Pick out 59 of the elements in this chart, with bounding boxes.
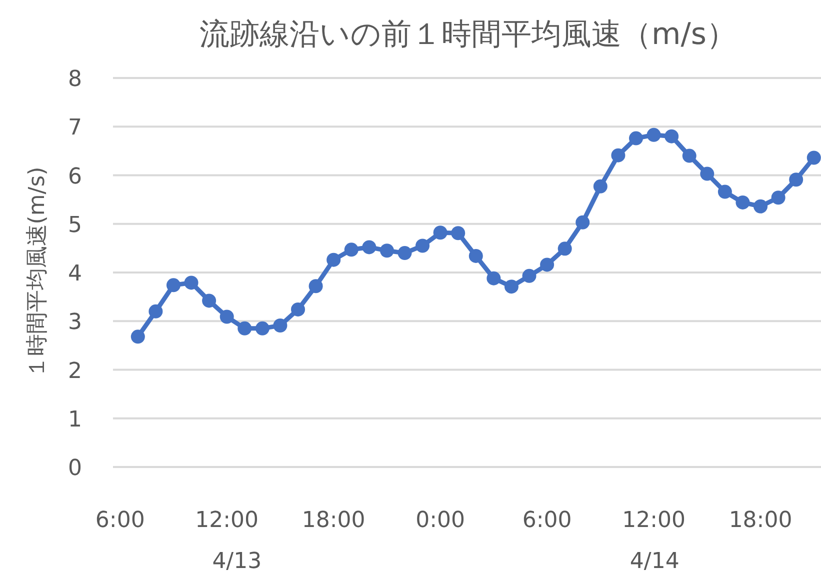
- x-tick-label: 18:00: [728, 508, 792, 533]
- point: [718, 184, 732, 199]
- point: [398, 246, 412, 260]
- point: [416, 238, 430, 253]
- point: [291, 302, 306, 316]
- point: [611, 148, 626, 162]
- point: [540, 258, 554, 272]
- y-axis-title: １時間平均風速(m/s): [25, 166, 50, 378]
- y-tick-label: 5: [68, 212, 82, 238]
- point: [754, 199, 768, 214]
- point: [522, 268, 536, 283]
- x-tick-label: 6:00: [95, 508, 145, 533]
- point: [682, 148, 696, 163]
- point: [380, 244, 394, 258]
- y-tick-label: 6: [68, 164, 82, 190]
- point: [646, 128, 661, 142]
- y-tick-label: 3: [68, 310, 82, 336]
- x-tick-label: 0:00: [416, 508, 466, 533]
- point: [130, 330, 145, 344]
- point: [468, 248, 483, 263]
- y-tick-label: 0: [68, 456, 82, 481]
- point: [433, 226, 448, 240]
- point: [593, 179, 608, 194]
- point: [558, 242, 572, 256]
- point: [451, 226, 466, 240]
- point: [504, 280, 518, 294]
- point: [344, 242, 358, 257]
- point: [771, 190, 786, 205]
- text: 4/14: [630, 549, 680, 574]
- x-tick-label: 18:00: [302, 508, 366, 533]
- y-tick-label: 2: [68, 358, 82, 384]
- x-tick-label: 12:00: [195, 508, 259, 533]
- point: [362, 240, 376, 254]
- x-tick-label: 6:00: [522, 508, 572, 533]
- y-tick-label: 4: [68, 262, 82, 286]
- y-tick-label: 1: [68, 407, 82, 432]
- point: [220, 310, 234, 324]
- text: 4/13: [212, 549, 262, 574]
- point: [255, 321, 270, 336]
- point: [700, 166, 714, 181]
- point: [166, 278, 180, 292]
- point: [148, 304, 163, 318]
- chart-title: 流跡線沿いの前１時間平均風速（m/s）: [200, 17, 736, 52]
- point: [184, 276, 198, 290]
- point: [486, 271, 501, 286]
- y-tick-label: 8: [68, 67, 82, 92]
- point: [736, 195, 750, 210]
- point: [273, 318, 288, 332]
- point: [576, 215, 590, 230]
- point: [202, 294, 216, 308]
- y-tick-label: 7: [68, 116, 82, 141]
- point: [238, 321, 252, 336]
- point: [326, 252, 341, 267]
- point: [308, 279, 323, 294]
- point: [789, 172, 804, 187]
- point: [664, 129, 679, 144]
- point: [806, 150, 821, 165]
- point: [628, 131, 643, 146]
- x-tick-label: 12:00: [622, 508, 686, 533]
